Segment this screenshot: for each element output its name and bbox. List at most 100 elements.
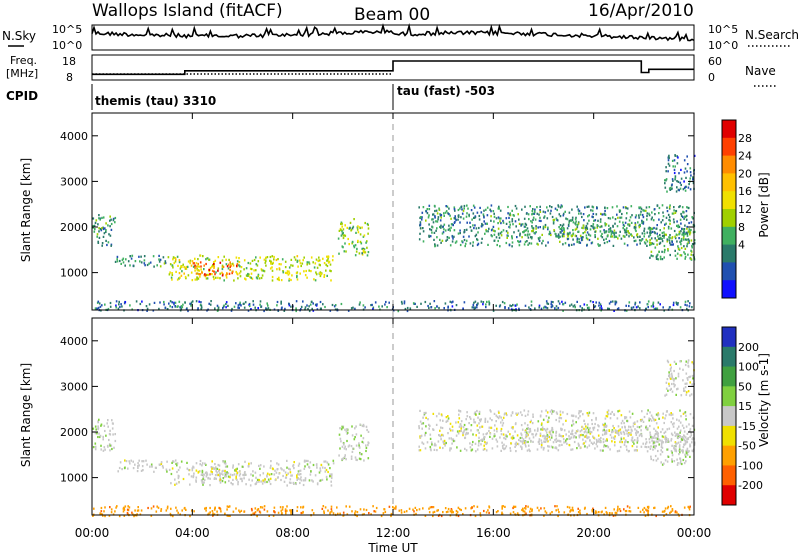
echo-cell [96, 235, 98, 238]
echo-cell [261, 269, 263, 272]
echo-cell [531, 236, 533, 239]
echo-cell [416, 305, 418, 308]
echo-cell [532, 415, 534, 418]
echo-cell [259, 511, 262, 514]
echo-cell [649, 447, 652, 450]
echo-cell [446, 205, 449, 208]
echo-cell [511, 412, 514, 415]
echo-cell [577, 417, 580, 420]
echo-cell [129, 255, 132, 258]
echo-cell [511, 436, 513, 439]
echo-cell [420, 218, 423, 221]
echo-cell [115, 506, 117, 509]
echo-cell [429, 302, 431, 305]
echo-cell [459, 423, 462, 426]
echo-cell [684, 224, 686, 227]
echo-cell [550, 445, 553, 448]
echo-cell [329, 512, 331, 515]
echo-cell [648, 441, 651, 444]
echo-cell [563, 511, 566, 514]
echo-cell [543, 507, 546, 510]
echo-cell [618, 220, 621, 223]
echo-cell [669, 236, 671, 239]
echo-cell [450, 437, 452, 440]
echo-cell [197, 265, 199, 268]
echo-cell [613, 508, 615, 511]
echo-cell [440, 438, 442, 441]
echo-cell [584, 231, 586, 234]
echo-cell [584, 445, 586, 448]
echo-cell [653, 208, 656, 211]
echo-cell [209, 473, 211, 476]
echo-cell [189, 259, 192, 262]
echo-cell [306, 276, 308, 279]
nsky-label: N.Sky [2, 29, 36, 43]
echo-cell [692, 178, 694, 181]
echo-cell [514, 442, 517, 446]
echo-cell [127, 505, 129, 508]
echo-cell [671, 460, 673, 463]
echo-cell [469, 242, 472, 245]
echo-cell [211, 269, 214, 272]
echo-cell [559, 410, 562, 413]
echo-cell [254, 483, 257, 486]
echo-cell [572, 436, 575, 439]
echo-cell [636, 439, 639, 442]
echo-cell [497, 233, 500, 236]
echo-cell [92, 446, 95, 449]
echo-cell [665, 179, 667, 182]
echo-cell [219, 261, 222, 264]
echo-cell [542, 418, 545, 421]
echo-cell [105, 222, 107, 225]
echo-cell [235, 302, 237, 305]
echo-cell [660, 461, 662, 464]
echo-cell [114, 510, 116, 513]
echo-cell [176, 509, 178, 512]
echo-cell [139, 302, 142, 306]
echo-cell [516, 236, 518, 239]
echo-cell [685, 391, 688, 394]
echo-cell [599, 244, 601, 247]
echo-cell [460, 429, 462, 433]
echo-cell [512, 506, 514, 510]
echo-cell [669, 376, 671, 379]
echo-cell [250, 462, 252, 465]
echo-cell [164, 261, 167, 265]
echo-cell [180, 307, 182, 310]
echo-cell [670, 450, 673, 453]
echo-cell [403, 300, 406, 303]
echo-cell [630, 439, 633, 442]
echo-cell [677, 433, 680, 436]
echo-cell [531, 213, 533, 216]
echo-cell [153, 470, 155, 473]
echo-cell [683, 251, 685, 254]
echo-cell [325, 468, 328, 472]
echo-cell [350, 229, 352, 232]
echo-cell [92, 514, 94, 517]
echo-cell [219, 277, 221, 280]
echo-cell [253, 512, 256, 515]
echo-cell [438, 207, 440, 210]
echo-cell [665, 166, 667, 169]
echo-cell [457, 208, 460, 212]
echo-cell [422, 206, 425, 209]
echo-cell [355, 231, 357, 234]
echo-cell [363, 425, 365, 428]
echo-cell [420, 434, 423, 437]
echo-cell [467, 432, 469, 435]
echo-cell [552, 220, 555, 223]
echo-cell [194, 278, 197, 281]
echo-cell [486, 441, 488, 444]
echo-cell [671, 212, 674, 215]
colorbar-tick-label: 50 [738, 380, 752, 393]
echo-cell [589, 228, 592, 231]
echo-cell [589, 234, 592, 237]
echo-cell [236, 264, 238, 267]
echo-cell [169, 512, 172, 515]
echo-cell [559, 206, 562, 209]
echo-cell [599, 230, 602, 233]
echo-cell [684, 189, 687, 192]
echo-cell [124, 301, 127, 304]
echo-cell [505, 222, 508, 225]
echo-cell [516, 413, 518, 416]
